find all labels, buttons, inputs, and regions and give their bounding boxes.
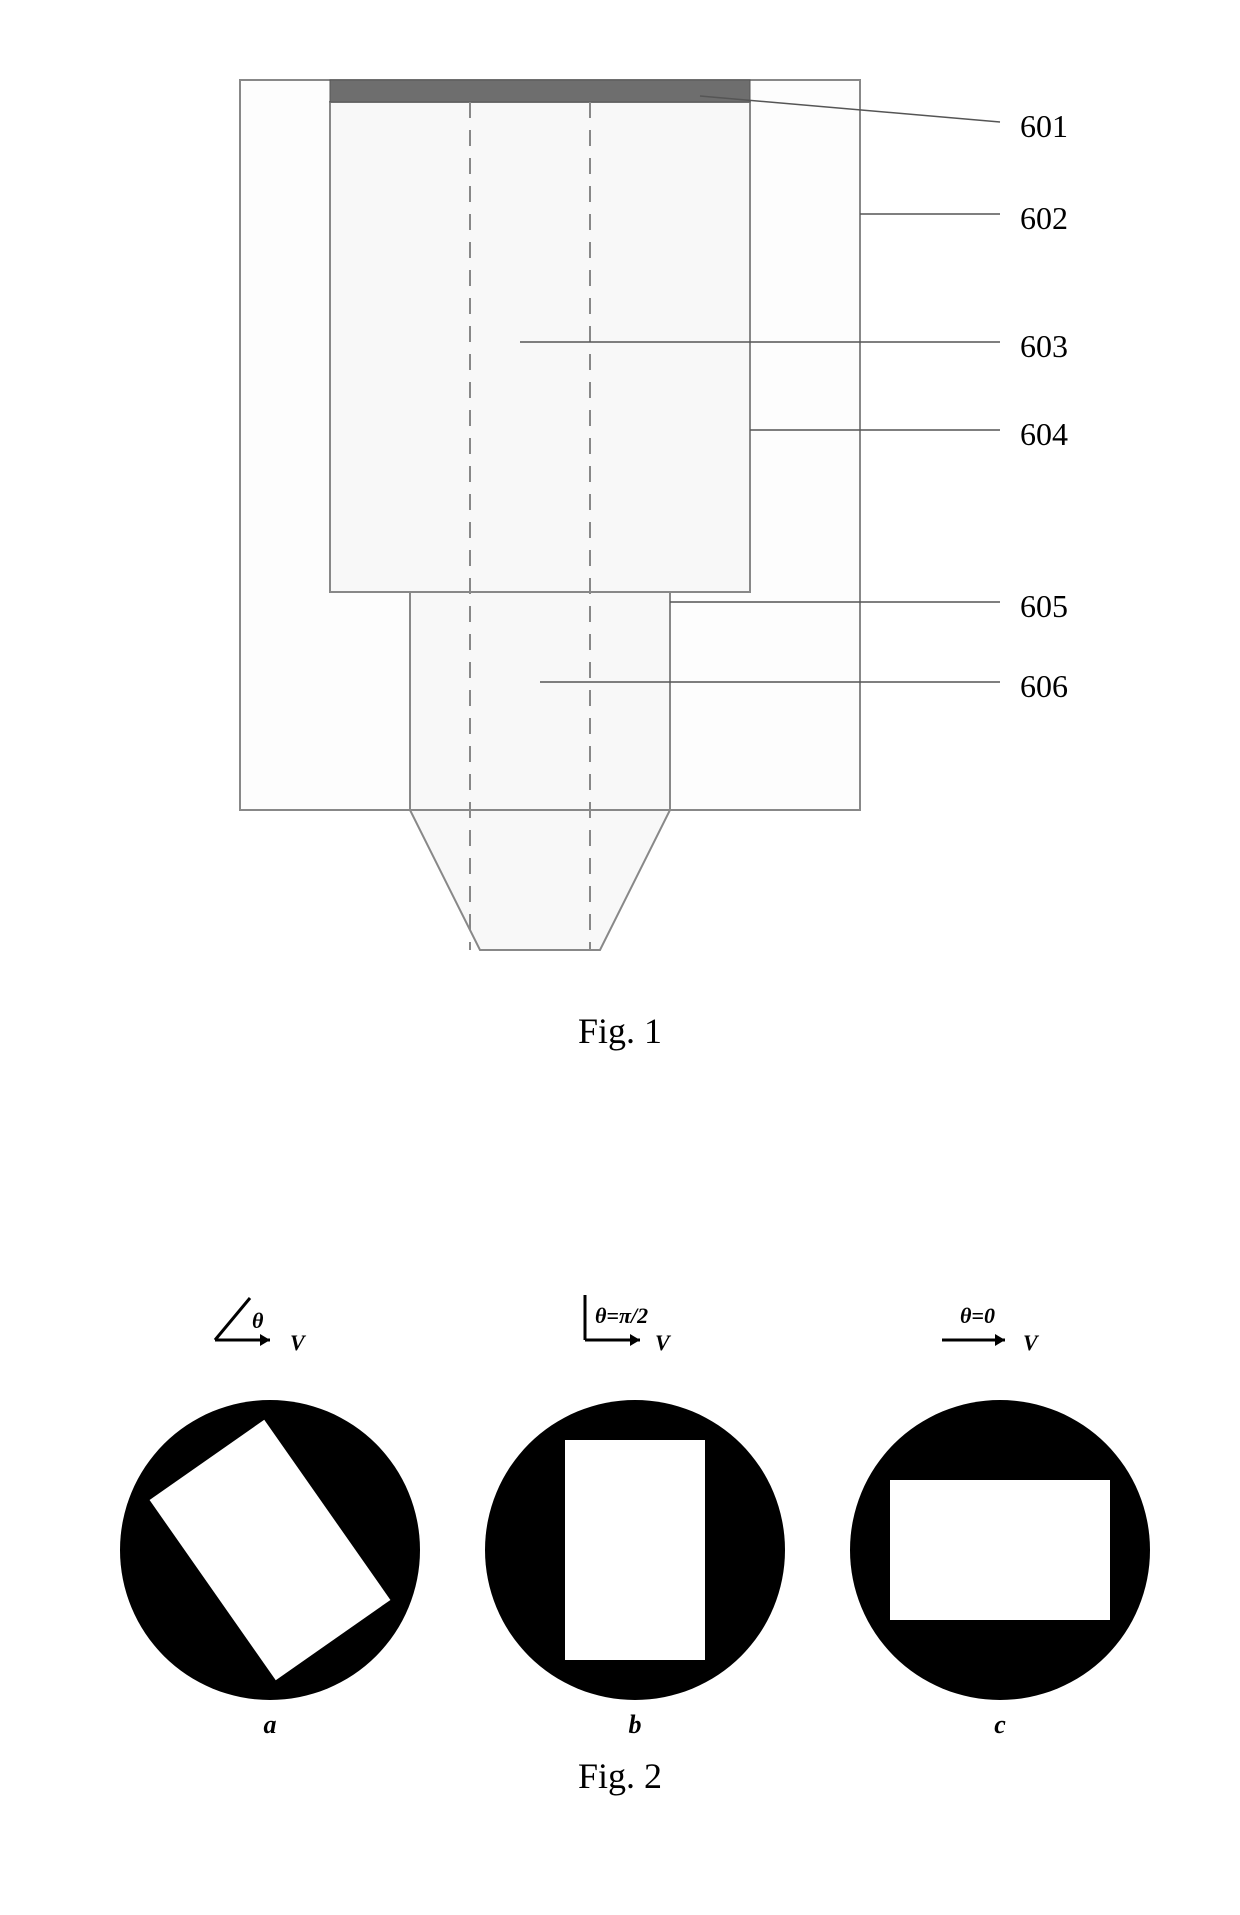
fig2-panel-c	[850, 1334, 1150, 1700]
fig2-caption: Fig. 2	[0, 1755, 1240, 1797]
fig1-top-bar	[330, 80, 750, 102]
fig1-label-604: 604	[1020, 416, 1068, 453]
fig2-panel-label-c: c	[990, 1710, 1010, 1740]
fig2-v-b: V	[655, 1330, 670, 1356]
fig2-rect-b	[565, 1440, 705, 1660]
fig1-tip	[410, 810, 670, 950]
page: 601 602 603 604 605 606 Fig. 1	[0, 0, 1240, 1915]
fig2-panel-label-a: a	[260, 1710, 280, 1740]
fig1-label-601: 601	[1020, 108, 1068, 145]
fig1-inner-box	[330, 102, 750, 592]
fig2-panel-a	[120, 1298, 420, 1700]
fig1-label-606: 606	[1020, 668, 1068, 705]
fig2-angle-c	[942, 1334, 1005, 1346]
fig1-lower-box	[410, 592, 670, 810]
fig2-v-c: V	[1023, 1330, 1038, 1356]
fig1-caption: Fig. 1	[0, 1010, 1240, 1052]
fig1-label-602: 602	[1020, 200, 1068, 237]
fig1-label-605: 605	[1020, 588, 1068, 625]
fig2-theta-a: θ	[252, 1308, 263, 1334]
fig2-panel-label-b: b	[625, 1710, 645, 1740]
fig2-rect-c	[890, 1480, 1110, 1620]
fig1-label-603: 603	[1020, 328, 1068, 365]
fig2-v-a: V	[290, 1330, 305, 1356]
fig1-svg	[100, 30, 1200, 990]
fig2-theta-b: θ=π/2	[595, 1303, 648, 1329]
fig2-theta-c: θ=0	[960, 1303, 995, 1329]
fig2-panel-b	[485, 1295, 785, 1700]
